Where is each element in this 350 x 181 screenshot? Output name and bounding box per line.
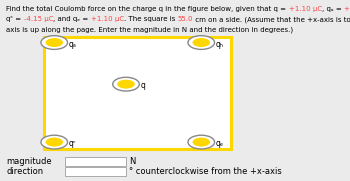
- Circle shape: [193, 138, 210, 147]
- Text: Find the total Coulomb force on the charge q in the figure below, given that q =: Find the total Coulomb force on the char…: [6, 6, 288, 12]
- Text: cm on a side. (Assume that the +x-axis is to the right and the +y-: cm on a side. (Assume that the +x-axis i…: [193, 16, 350, 23]
- Circle shape: [41, 135, 68, 149]
- Circle shape: [41, 36, 68, 49]
- Text: -4.15 μC: -4.15 μC: [24, 16, 53, 22]
- Circle shape: [46, 138, 63, 147]
- Text: , qₐ =: , qₐ =: [322, 6, 344, 12]
- Bar: [44, 37, 231, 149]
- Text: magnitude: magnitude: [6, 157, 52, 166]
- Text: qₐ: qₐ: [69, 40, 77, 49]
- Bar: [65, 167, 126, 176]
- Text: N: N: [129, 157, 135, 166]
- Circle shape: [188, 36, 215, 49]
- Text: , and qₑ =: , and qₑ =: [53, 16, 91, 22]
- Text: qₑ: qₑ: [216, 139, 224, 148]
- Text: +1.10 μC: +1.10 μC: [288, 6, 322, 12]
- Text: +2.20 μC: +2.20 μC: [344, 6, 350, 12]
- Text: +1.10 μC: +1.10 μC: [91, 16, 124, 22]
- Text: qᶜ =: qᶜ =: [6, 16, 24, 22]
- Circle shape: [117, 80, 135, 89]
- Text: axis is up along the page. Enter the magnitude in N and the direction in degrees: axis is up along the page. Enter the mag…: [6, 26, 293, 33]
- Text: q: q: [141, 81, 146, 90]
- Text: . The square is: . The square is: [124, 16, 177, 22]
- Bar: [65, 157, 126, 166]
- Circle shape: [188, 135, 215, 149]
- Text: qₕ: qₕ: [216, 40, 224, 49]
- Circle shape: [46, 38, 63, 47]
- Text: ° counterclockwise from the +x-axis: ° counterclockwise from the +x-axis: [129, 167, 281, 176]
- Circle shape: [113, 77, 139, 91]
- Text: 55.0: 55.0: [177, 16, 193, 22]
- Circle shape: [193, 38, 210, 47]
- Text: qᶜ: qᶜ: [69, 139, 77, 148]
- Text: direction: direction: [6, 167, 43, 176]
